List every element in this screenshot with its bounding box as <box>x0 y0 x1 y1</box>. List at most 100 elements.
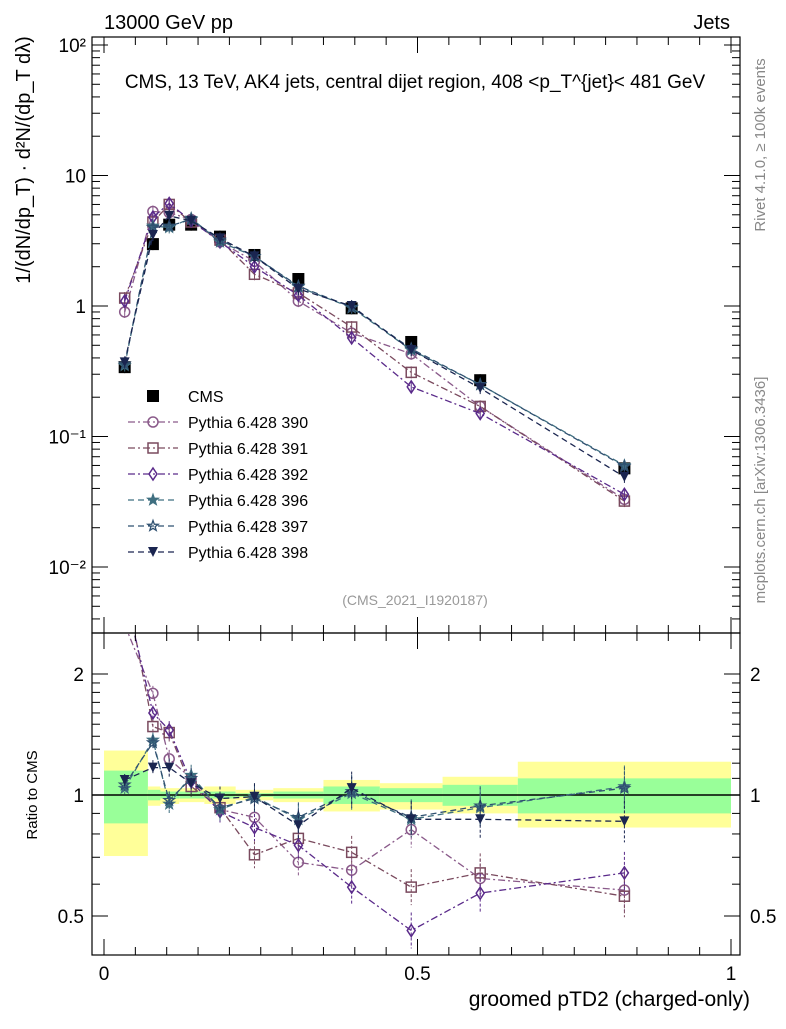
marker-triangle <box>619 471 630 482</box>
marker-diamond <box>148 705 158 721</box>
ratio-marks <box>117 576 632 949</box>
axes: 10² 10 1 10⁻¹ 10⁻² 2 2 1 1 0.5 0.5 0 0.5 1 <box>49 36 777 985</box>
marker-diamond <box>475 406 486 421</box>
marker-star <box>617 458 632 473</box>
marker-triangle <box>406 345 417 356</box>
legend-label: Pythia 6.428 392 <box>188 467 308 484</box>
ratio-frame <box>91 632 741 956</box>
marker-square <box>405 881 417 893</box>
marker-triangle <box>147 762 158 773</box>
marker-diamond <box>293 287 304 303</box>
analysis-annotation: (CMS_2021_I1920187) <box>342 592 488 608</box>
legend: CMS Pythia 6.428 390 Pythia 6.428 391 Pythi… <box>128 389 308 562</box>
marker-triangle <box>119 357 130 368</box>
marker-square <box>345 846 358 859</box>
marker-triangle <box>293 283 304 294</box>
header-left: 13000 GeV pp <box>104 12 233 34</box>
marker-square <box>474 867 486 879</box>
marker-circle <box>147 416 159 428</box>
marker-star <box>145 518 161 532</box>
marker-diamond <box>119 293 130 309</box>
ratio-line <box>134 633 625 897</box>
x-tick-label: 0.5 <box>404 964 430 985</box>
y-tick-label: 1 <box>75 297 86 318</box>
marker-triangle <box>186 778 197 789</box>
marker-triangle <box>214 233 225 244</box>
marker-square <box>147 720 159 733</box>
marker-square <box>147 442 159 454</box>
ratio-y-label: Ratio to CMS <box>24 750 41 839</box>
marker-triangle <box>249 791 260 802</box>
legend-label: Pythia 6.428 397 <box>188 519 308 536</box>
marker-circle <box>120 620 130 630</box>
marker-diamond <box>619 865 630 881</box>
header-right: Jets <box>693 12 730 34</box>
marker-square <box>618 890 631 902</box>
marker-star <box>213 800 227 814</box>
marker-triangle <box>293 820 304 831</box>
marker-star <box>162 218 177 233</box>
ratio-line <box>124 741 625 819</box>
ratio-tick-label: 2 <box>73 665 84 686</box>
ratio-tick-label: 0.5 <box>58 907 84 928</box>
y-tick-label: 10 <box>65 167 86 188</box>
marker-triangle <box>147 229 158 240</box>
marker-triangle <box>406 814 417 825</box>
x-tick-label: 0 <box>99 964 110 985</box>
marker-triangle <box>475 383 486 394</box>
marker-triangle <box>164 210 175 221</box>
side-text-mcplots: mcplots.cern.ch [arXiv:1306.3436] <box>752 377 769 604</box>
marker-triangle <box>346 783 357 794</box>
marker-diamond <box>164 722 175 738</box>
marker-square <box>120 576 130 586</box>
legend-label: Pythia 6.428 396 <box>188 493 308 510</box>
series-line <box>124 215 625 478</box>
chart-marks <box>117 196 632 949</box>
marker-triangle <box>346 301 357 311</box>
y-tick-label: 10⁻² <box>49 558 87 579</box>
marker-diamond <box>406 923 417 938</box>
y-axis-label: 1/(dN/dp_T) · d²N/(dp_T dλ) <box>13 36 35 284</box>
y-tick-label: 10² <box>59 36 86 57</box>
marker-square <box>405 366 417 379</box>
marker-triangle <box>148 547 158 557</box>
marker-diamond <box>619 487 630 502</box>
legend-label: Pythia 6.428 398 <box>188 545 308 562</box>
marker-diamond <box>293 837 304 853</box>
ratio-tick-label: 1 <box>73 786 84 807</box>
legend-label: CMS <box>188 389 224 406</box>
ratio-line <box>133 633 625 932</box>
marker-square <box>147 390 159 402</box>
marker-diamond <box>249 820 260 835</box>
x-tick-label: 1 <box>726 964 737 985</box>
ratio-bands <box>92 750 740 857</box>
marker-triangle <box>475 814 486 825</box>
ratio-line <box>127 633 625 891</box>
ratio-tick-label-right: 0.5 <box>750 907 776 928</box>
marker-square <box>248 849 261 861</box>
legend-label: Pythia 6.428 390 <box>188 415 308 432</box>
marker-circle <box>147 687 159 700</box>
ratio-tick-label-right: 1 <box>750 786 761 807</box>
y-tick-label: 10⁻¹ <box>49 428 87 449</box>
marker-star <box>145 492 161 506</box>
side-text-rivet: Rivet 4.1.0, ≥ 100k events <box>752 58 769 231</box>
marker-star <box>162 792 177 807</box>
marker-diamond <box>148 466 158 482</box>
marker-star <box>617 780 632 795</box>
marker-diamond <box>249 259 260 275</box>
marker-diamond <box>406 379 417 395</box>
marker-circle <box>618 884 631 896</box>
marker-star <box>291 809 306 824</box>
marker-diamond <box>121 586 129 598</box>
marker-circle <box>345 864 358 876</box>
marker-diamond <box>346 879 357 895</box>
main-marks <box>117 196 632 508</box>
ratio-tick-label-right: 2 <box>750 665 761 686</box>
legend-label: Pythia 6.428 391 <box>188 441 308 458</box>
marker-triangle <box>119 774 130 785</box>
marker-diamond <box>164 196 175 211</box>
marker-star <box>473 798 488 812</box>
marker-star <box>117 777 132 791</box>
